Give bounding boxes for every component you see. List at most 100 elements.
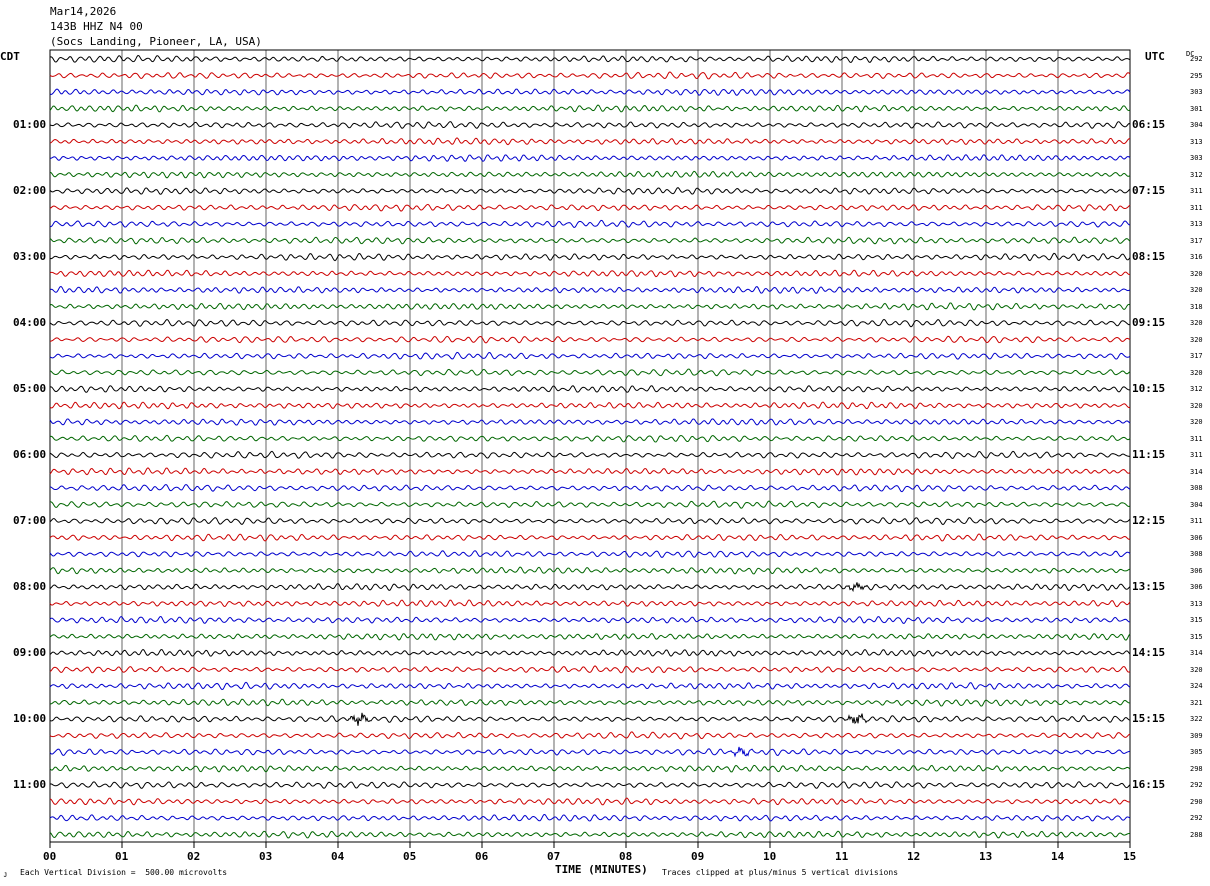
dc-offset-label: 311 bbox=[1190, 451, 1203, 459]
dc-offset-label: 306 bbox=[1190, 533, 1203, 542]
dc-offset-label: 320 bbox=[1190, 665, 1203, 674]
dc-offset-label: 311 bbox=[1190, 203, 1203, 212]
seismic-trace bbox=[49, 418, 1131, 426]
seismic-trace bbox=[49, 712, 1131, 726]
dc-offset-label: 314 bbox=[1190, 649, 1203, 657]
dc-offset-label: 311 bbox=[1190, 434, 1203, 443]
dc-offset-label: 308 bbox=[1190, 484, 1203, 492]
seismic-trace bbox=[49, 71, 1131, 80]
seismic-trace bbox=[49, 450, 1131, 459]
seismic-trace bbox=[49, 137, 1131, 146]
seismic-trace bbox=[49, 550, 1131, 559]
seismic-trace bbox=[49, 746, 1131, 758]
seismic-trace bbox=[49, 203, 1131, 212]
dc-offset-label: 322 bbox=[1190, 715, 1203, 723]
hour-label-right: 10:15 bbox=[1132, 382, 1166, 395]
seismic-trace bbox=[49, 698, 1131, 707]
hour-label-right: 06:15 bbox=[1132, 118, 1166, 131]
hour-label-right: 14:15 bbox=[1132, 646, 1166, 659]
hour-label-left: 01:00 bbox=[13, 118, 47, 131]
dc-offset-label: 292 bbox=[1190, 781, 1203, 789]
seismic-trace bbox=[49, 252, 1131, 262]
dc-offset-label: 292 bbox=[1190, 814, 1203, 822]
seismic-trace bbox=[49, 517, 1131, 526]
dc-offset-label: 305 bbox=[1190, 748, 1203, 756]
x-tick-label: 12 bbox=[907, 850, 921, 863]
dc-offset-label: 306 bbox=[1190, 566, 1203, 575]
x-tick-label: 07 bbox=[547, 850, 561, 863]
scale-note: Each Vertical Division = 500.00 microvol… bbox=[20, 868, 228, 877]
dc-offset-label: 292 bbox=[1190, 55, 1203, 63]
seismic-trace bbox=[49, 54, 1131, 64]
seismic-trace bbox=[49, 533, 1131, 542]
x-tick-label: 11 bbox=[835, 850, 849, 863]
dc-offset-label: 315 bbox=[1190, 632, 1203, 641]
seismic-trace bbox=[49, 615, 1131, 625]
dc-offset-label: 312 bbox=[1190, 170, 1203, 179]
dc-offset-label: 304 bbox=[1190, 500, 1203, 509]
station-code: 143B HHZ N4 00 bbox=[50, 20, 143, 33]
x-tick-label: 03 bbox=[259, 850, 273, 863]
dc-offset-label: 309 bbox=[1190, 731, 1203, 740]
seismic-trace bbox=[49, 582, 1131, 593]
corner-mark: ᴊ bbox=[3, 870, 8, 879]
dc-offset-label: 314 bbox=[1190, 467, 1203, 476]
hour-label-right: 07:15 bbox=[1132, 184, 1166, 197]
x-tick-label: 01 bbox=[115, 850, 129, 863]
seismic-trace bbox=[49, 797, 1131, 806]
hour-label-left: 06:00 bbox=[13, 448, 47, 461]
dc-offset-label: 308 bbox=[1190, 550, 1203, 558]
seismic-trace bbox=[49, 170, 1131, 179]
dc-offset-label: 320 bbox=[1190, 319, 1203, 327]
dc-offset-label: 313 bbox=[1190, 599, 1203, 608]
hour-label-right: 08:15 bbox=[1132, 250, 1166, 263]
seismic-trace bbox=[49, 104, 1131, 113]
station-location: (Socs Landing, Pioneer, LA, USA) bbox=[50, 35, 262, 48]
x-tick-label: 00 bbox=[43, 850, 57, 863]
dc-offset-label: 311 bbox=[1190, 517, 1203, 525]
x-tick-label: 06 bbox=[475, 850, 489, 863]
seismic-trace bbox=[49, 483, 1131, 493]
x-tick-label: 02 bbox=[187, 850, 201, 863]
x-tick-label: 05 bbox=[403, 850, 417, 863]
dc-offset-label: 320 bbox=[1190, 401, 1203, 410]
dc-offset-label: 315 bbox=[1190, 616, 1203, 624]
seismic-trace bbox=[49, 302, 1131, 311]
dc-offset-label: 316 bbox=[1190, 253, 1203, 261]
hour-label-right: 16:15 bbox=[1132, 778, 1166, 791]
seismic-trace bbox=[49, 731, 1131, 740]
seismic-trace bbox=[49, 599, 1131, 608]
seismic-trace bbox=[49, 467, 1131, 476]
dc-offset-label: 320 bbox=[1190, 418, 1203, 426]
seismic-trace bbox=[49, 285, 1131, 294]
seismic-trace bbox=[49, 269, 1131, 278]
x-tick-label: 14 bbox=[1051, 850, 1065, 863]
hour-label-right: 15:15 bbox=[1132, 712, 1166, 725]
seismic-trace bbox=[49, 632, 1131, 641]
seismic-trace bbox=[49, 781, 1131, 789]
dc-offset-label: 298 bbox=[1190, 764, 1203, 773]
seismic-trace bbox=[49, 665, 1131, 674]
seismic-trace bbox=[49, 335, 1131, 344]
dc-offset-label: 303 bbox=[1190, 88, 1203, 96]
seismic-trace bbox=[49, 318, 1131, 328]
seismic-trace bbox=[49, 813, 1131, 822]
dc-offset-label: 317 bbox=[1190, 352, 1203, 360]
seismic-trace bbox=[49, 648, 1131, 657]
dc-offset-label: 320 bbox=[1190, 335, 1203, 344]
seismic-trace bbox=[49, 187, 1131, 195]
dc-offset-label: 318 bbox=[1190, 302, 1203, 311]
x-tick-label: 04 bbox=[331, 850, 345, 863]
seismic-trace bbox=[49, 236, 1131, 245]
dc-offset-label: 321 bbox=[1190, 698, 1203, 707]
hour-label-left: 09:00 bbox=[13, 646, 47, 659]
hour-label-right: 13:15 bbox=[1132, 580, 1166, 593]
x-tick-label: 15 bbox=[1123, 850, 1137, 863]
dc-offset-label: 320 bbox=[1190, 368, 1203, 377]
seismic-trace bbox=[49, 219, 1131, 228]
right-timezone-label: UTC bbox=[1145, 50, 1165, 63]
seismic-trace bbox=[49, 830, 1131, 839]
hour-label-left: 10:00 bbox=[13, 712, 47, 725]
dc-offset-label: 320 bbox=[1190, 286, 1203, 294]
seismic-trace bbox=[49, 121, 1131, 129]
